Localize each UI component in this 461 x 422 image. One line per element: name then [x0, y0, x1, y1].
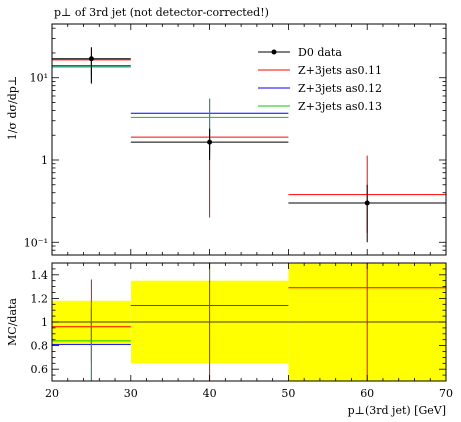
- ratio-y-axis-label: MC/data: [6, 298, 19, 346]
- top-y-axis-label: 1/σ dσ/dp⊥: [6, 76, 19, 140]
- data-point: [88, 56, 94, 62]
- data-point: [364, 200, 370, 206]
- legend-label: D0 data: [298, 46, 342, 59]
- ratio-y-tick-label: 1.4: [31, 269, 49, 282]
- x-tick-label: 30: [124, 387, 138, 400]
- x-tick-label: 20: [45, 387, 59, 400]
- ratio-y-tick-label: 0.8: [31, 340, 49, 353]
- top-plot-frame: [51, 23, 447, 256]
- legend-marker: [271, 49, 277, 55]
- legend-label: Z+3jets as0.13: [298, 100, 382, 113]
- chart-title: p⊥ of 3rd jet (not detector-corrected!): [54, 6, 269, 19]
- top-y-tick-label: 1: [41, 154, 48, 167]
- ratio-y-tick-label: 0.6: [31, 363, 49, 376]
- x-tick-label: 50: [281, 387, 295, 400]
- legend-label: Z+3jets as0.12: [298, 82, 382, 95]
- top-y-tick-label: 10⁻¹: [24, 236, 48, 249]
- x-axis-label: p⊥(3rd jet) [GeV]: [348, 404, 446, 417]
- x-tick-label: 40: [203, 387, 217, 400]
- legend: D0 data Z+3jets as0.11 Z+3jets as0.12 Z+3je…: [258, 46, 382, 113]
- top-y-tick-label: 10¹: [30, 72, 48, 85]
- data-point: [207, 139, 213, 145]
- legend-label: Z+3jets as0.11: [298, 64, 382, 77]
- ratio-y-tick-label: 1.2: [31, 292, 49, 305]
- ratio-panel: 20 30 40 50 60 70 0.6 0.8 1 1.2 1.4: [31, 24, 453, 400]
- x-tick-label: 60: [360, 387, 374, 400]
- ratio-y-tick-label: 1: [41, 316, 48, 329]
- top-panel: 10⁻¹ 1 10¹: [24, 23, 447, 256]
- x-tick-label: 70: [439, 387, 453, 400]
